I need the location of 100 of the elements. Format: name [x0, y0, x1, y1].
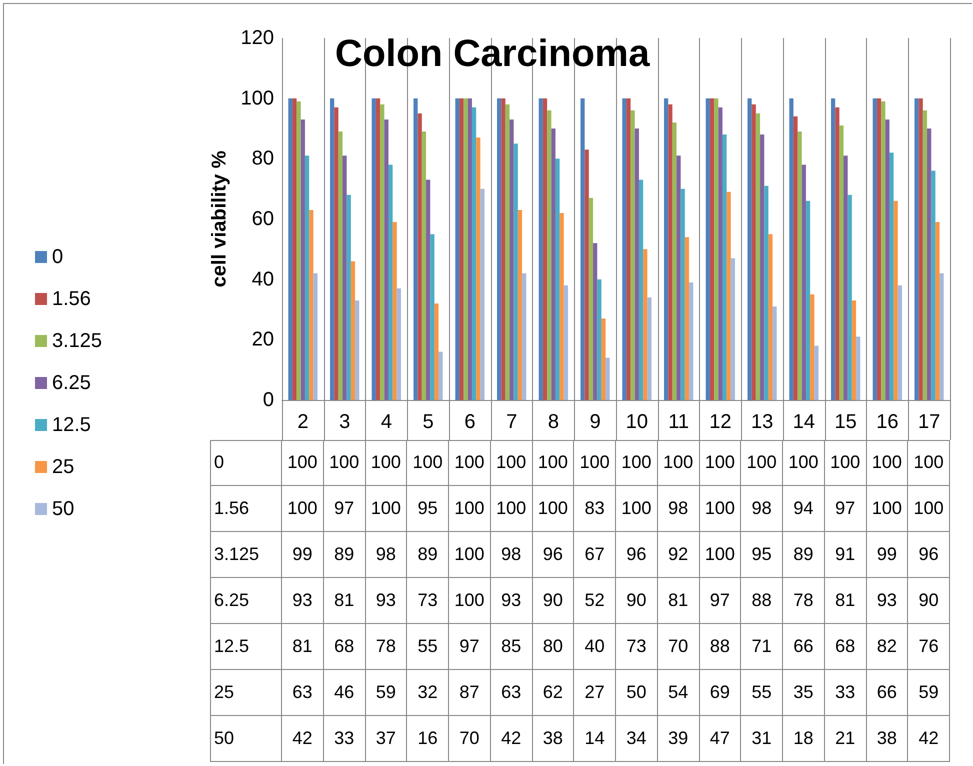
data-label: 91	[824, 532, 866, 578]
bar	[634, 128, 639, 400]
bar	[638, 180, 644, 400]
bar	[802, 164, 806, 400]
x-tick-label: 6	[464, 411, 476, 433]
data-label: 100	[616, 440, 658, 486]
bar	[346, 194, 351, 400]
data-label: 35	[783, 670, 825, 716]
bar	[798, 132, 802, 400]
data-label: 88	[741, 578, 783, 624]
data-label: 90	[532, 578, 574, 624]
data-label: 39	[658, 716, 700, 762]
data-label: 100	[866, 486, 908, 532]
bar	[505, 104, 510, 400]
data-label: 100	[700, 486, 742, 532]
bar	[848, 194, 852, 400]
bar	[852, 300, 856, 400]
data-label: 63	[490, 670, 532, 716]
bar	[722, 134, 727, 400]
legend-label: 3.125	[52, 330, 102, 352]
bar	[831, 98, 836, 400]
bar	[392, 222, 397, 400]
data-label: 73	[616, 624, 658, 670]
data-label: 100	[700, 440, 742, 486]
bar	[622, 98, 626, 400]
data-label: 33	[824, 670, 866, 716]
bar	[296, 101, 301, 400]
text: 12.5	[214, 636, 250, 656]
x-tick-label: 7	[506, 411, 518, 433]
bar	[940, 273, 944, 400]
data-label: 73	[407, 578, 449, 624]
data-label: 62	[532, 670, 574, 716]
data-label: 14	[574, 716, 616, 762]
data-label: 42	[908, 716, 950, 762]
bar	[372, 98, 376, 400]
x-tick-label: 2	[297, 411, 308, 433]
bar	[597, 279, 602, 400]
bar	[510, 119, 514, 400]
data-label: 98	[366, 532, 408, 578]
bar	[501, 98, 506, 400]
bar	[630, 110, 635, 400]
bar	[885, 119, 890, 400]
bar	[584, 150, 589, 400]
bar	[551, 128, 556, 400]
data-label: 68	[824, 624, 866, 670]
bar	[844, 156, 848, 400]
data-label: 99	[282, 532, 324, 578]
data-label: 69	[700, 670, 742, 716]
data-label: 100	[449, 532, 491, 578]
data-label: 100	[407, 440, 449, 486]
bar	[330, 98, 334, 400]
data-label: 100	[908, 486, 950, 532]
data-label: 98	[490, 532, 532, 578]
data-label: 16	[407, 716, 449, 762]
data-label: 67	[574, 532, 616, 578]
data-label: 97	[449, 624, 491, 670]
y-tick-label: 80	[252, 148, 274, 170]
bar	[304, 156, 310, 400]
data-label: 46	[324, 670, 366, 716]
bar	[672, 122, 677, 400]
y-tick-label: 100	[240, 87, 274, 110]
bar	[300, 119, 305, 400]
data-label: 71	[741, 624, 783, 670]
data-label: 96	[532, 532, 574, 578]
bar	[835, 107, 840, 400]
x-tick-label: 11	[668, 411, 690, 433]
data-label: 55	[407, 624, 449, 670]
data-label: 78	[366, 624, 408, 670]
data-label: 81	[824, 578, 866, 624]
bar	[342, 156, 347, 400]
bar	[789, 98, 794, 400]
bar	[288, 98, 292, 400]
bar	[730, 258, 735, 400]
x-tick-label: 14	[792, 411, 815, 433]
data-label: 42	[490, 716, 532, 762]
bar	[764, 186, 768, 400]
data-label: 100	[658, 440, 700, 486]
bar	[380, 104, 384, 400]
data-label: 100	[532, 486, 574, 532]
bar	[647, 297, 652, 400]
data-label: 99	[866, 532, 908, 578]
bar	[376, 98, 380, 400]
data-label: 82	[866, 624, 908, 670]
bar	[338, 132, 343, 400]
bar	[434, 303, 439, 400]
data-label: 93	[490, 578, 532, 624]
data-label: 100	[700, 532, 742, 578]
bar	[676, 156, 681, 400]
data-label: 93	[366, 578, 408, 624]
bar	[522, 273, 526, 400]
data-label: 40	[574, 624, 616, 670]
y-tick-label: 60	[252, 208, 274, 230]
data-label: 52	[574, 578, 616, 624]
data-label: 100	[366, 440, 408, 486]
bar	[918, 98, 923, 400]
data-label: 66	[866, 670, 908, 716]
data-label: 54	[658, 670, 700, 716]
bar	[601, 318, 606, 400]
x-tick-label: 16	[876, 411, 898, 433]
bar	[384, 119, 388, 400]
